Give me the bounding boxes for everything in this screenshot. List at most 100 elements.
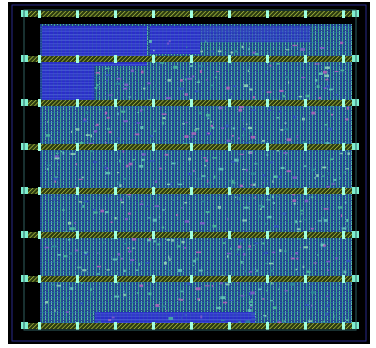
std-cell — [160, 62, 164, 63]
std-cell — [248, 249, 252, 250]
std-cell — [179, 290, 184, 291]
std-cell — [249, 301, 253, 304]
std-cell — [290, 283, 294, 286]
std-cell — [79, 201, 82, 202]
std-cell — [218, 206, 221, 209]
std-cell — [254, 163, 258, 164]
std-cell — [250, 307, 252, 308]
std-cell — [308, 320, 312, 322]
std-cell — [304, 165, 307, 166]
std-cell — [146, 262, 149, 264]
std-cell — [240, 295, 245, 296]
via — [76, 322, 79, 330]
via — [152, 99, 155, 107]
std-cell — [323, 217, 325, 219]
std-cell — [208, 118, 209, 119]
std-cell — [46, 134, 51, 137]
std-cell — [253, 184, 255, 186]
std-cell — [82, 177, 84, 179]
std-cell — [132, 248, 134, 249]
std-cell — [159, 168, 162, 170]
std-cell — [187, 78, 192, 80]
std-cell — [182, 241, 185, 244]
via — [152, 55, 155, 63]
std-cell — [323, 244, 326, 246]
std-cell — [121, 111, 125, 113]
std-cell — [250, 152, 253, 154]
std-cell — [234, 50, 237, 53]
via — [228, 99, 231, 107]
std-cell — [179, 88, 184, 90]
via — [152, 143, 155, 151]
std-cell — [93, 209, 96, 211]
std-cell — [105, 211, 109, 213]
std-cell — [141, 201, 142, 202]
via — [190, 55, 193, 63]
std-cell — [142, 153, 146, 156]
std-cell — [82, 269, 86, 271]
std-cell — [288, 81, 289, 83]
page: {} (() => { const svg = document.getElem… — [0, 0, 376, 348]
std-cell — [327, 110, 330, 112]
std-cell — [211, 121, 213, 123]
std-cell — [153, 219, 157, 222]
std-cell — [167, 184, 170, 185]
std-cell — [97, 273, 99, 274]
std-cell — [285, 76, 289, 78]
std-cell — [192, 132, 197, 135]
std-cell — [229, 180, 232, 181]
std-cell — [200, 222, 205, 225]
std-cell — [172, 163, 176, 165]
std-cell — [324, 219, 328, 222]
std-cell — [164, 262, 167, 265]
std-cell — [223, 242, 226, 244]
via — [266, 322, 269, 330]
std-cell — [200, 51, 203, 53]
via — [228, 55, 231, 63]
std-cell — [55, 155, 59, 157]
std-cell — [80, 303, 82, 305]
via — [190, 322, 193, 330]
std-cell — [141, 71, 144, 74]
std-cell — [166, 97, 171, 99]
via — [342, 99, 345, 107]
std-cell — [320, 47, 325, 49]
via — [190, 10, 193, 18]
std-cell — [92, 294, 94, 295]
std-cell — [335, 71, 339, 72]
std-cell — [283, 212, 286, 215]
std-cell — [245, 270, 247, 272]
std-cell — [84, 118, 86, 120]
std-cell — [150, 160, 155, 162]
std-cell — [269, 263, 273, 265]
via — [38, 55, 41, 63]
std-cell — [300, 247, 301, 248]
std-cell — [178, 269, 182, 272]
std-cell — [71, 131, 72, 133]
std-cell — [333, 315, 334, 317]
std-cell — [56, 153, 59, 154]
std-cell — [171, 239, 174, 242]
std-cell — [235, 197, 236, 198]
via — [266, 187, 269, 195]
via — [266, 10, 269, 18]
std-cell — [285, 290, 289, 291]
std-cell — [218, 51, 222, 53]
std-cell — [265, 263, 268, 264]
std-cell — [263, 174, 265, 176]
via — [266, 143, 269, 151]
via — [114, 55, 117, 63]
std-cell — [199, 299, 200, 301]
std-cell — [86, 111, 89, 114]
std-cell — [117, 172, 119, 173]
std-cell — [215, 77, 217, 78]
std-cell — [182, 123, 185, 124]
via — [114, 187, 117, 195]
std-cell — [265, 282, 266, 285]
std-cell — [261, 127, 263, 129]
via — [304, 99, 307, 107]
std-cell — [227, 253, 231, 254]
std-cell — [71, 153, 76, 155]
std-cell — [272, 195, 274, 198]
std-cell — [235, 312, 237, 314]
